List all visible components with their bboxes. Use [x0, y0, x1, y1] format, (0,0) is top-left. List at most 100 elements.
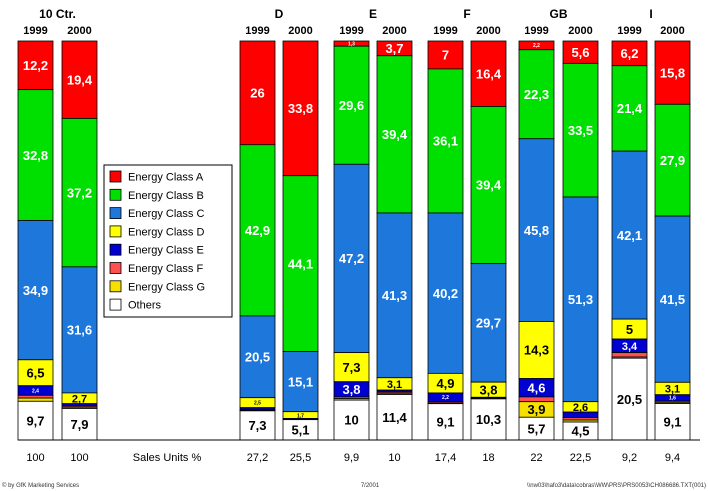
- legend-item-label: Energy Class C: [128, 208, 204, 220]
- sales-units-value: 22,5: [570, 452, 591, 464]
- year-label: 1999: [339, 25, 363, 37]
- segment-value-label: 2,7: [72, 393, 87, 405]
- segment-value-label: 33,8: [288, 101, 313, 116]
- segment-value-label: 2,4: [32, 388, 39, 394]
- legend: Energy Class A Energy Class B Energy Class…: [103, 164, 233, 318]
- sales-units-value: 9,2: [622, 452, 637, 464]
- segment-value-label: 41,3: [382, 288, 407, 303]
- segment-value-label: 3,1: [665, 383, 680, 395]
- year-label: 2000: [288, 25, 312, 37]
- bar-segment: [427, 68, 464, 214]
- sales-units-value: 18: [482, 452, 494, 464]
- bar-segment: [333, 45, 370, 165]
- sales-units-value: 17,4: [435, 452, 456, 464]
- segment-value-label: 15,1: [288, 374, 313, 389]
- segment-value-label: 5,1: [291, 423, 309, 438]
- bar-segment: [470, 398, 507, 441]
- bar-segment: [61, 118, 98, 268]
- segment-value-label: 26: [250, 86, 264, 101]
- segment-value-label: 3,8: [342, 382, 360, 397]
- bar-segment: [427, 212, 464, 374]
- segment-value-label: 22,3: [524, 87, 549, 102]
- legend-swatch: [109, 280, 122, 293]
- bar-segment: [333, 163, 370, 354]
- bar-segment: [61, 266, 98, 394]
- segment-value-label: 10: [344, 413, 358, 428]
- segment-value-label: 7,3: [248, 418, 266, 433]
- segment-value-label: 1,7: [297, 414, 304, 420]
- segment-value-label: 5,6: [571, 45, 589, 60]
- country-label: F: [463, 7, 470, 21]
- legend-swatch: [109, 243, 122, 256]
- segment-value-label: 12,2: [23, 58, 48, 73]
- year-label: 1999: [23, 25, 47, 37]
- bar-segment: [518, 396, 555, 403]
- country-label: 10 Ctr.: [39, 7, 76, 21]
- year-label: 1999: [524, 25, 548, 37]
- bar-segment: [518, 49, 555, 140]
- footer-center: 7/2001: [361, 483, 380, 489]
- bar-segment: [611, 150, 648, 320]
- segment-value-label: 6,5: [26, 365, 44, 380]
- bar-segment: [470, 263, 507, 383]
- bar-segment: [61, 408, 98, 441]
- segment-value-label: 20,5: [245, 349, 270, 364]
- bar-segment: [470, 40, 507, 107]
- segment-value-label: 6,2: [620, 46, 638, 61]
- segment-value-label: 3,9: [527, 402, 545, 417]
- bar-segment: [239, 315, 276, 399]
- bar-segment: [427, 403, 464, 441]
- headers-layer: 10 Ctr. 1999 2000 D 1999 2000 E 1999 2000 F 1999 20…: [23, 7, 684, 37]
- country-label: E: [369, 7, 377, 21]
- segment-value-label: 21,4: [617, 101, 643, 116]
- segment-value-label: 3,1: [387, 379, 402, 391]
- bar-segment: [376, 212, 413, 379]
- segment-value-label: 33,5: [568, 123, 593, 138]
- bar-segment: [376, 55, 413, 214]
- sales-units-label: Sales Units %: [133, 452, 202, 464]
- bar-segment: [239, 144, 276, 317]
- legend-swatch: [109, 298, 122, 311]
- segment-value-label: 37,2: [67, 185, 92, 200]
- segment-value-label: 5,7: [527, 421, 545, 436]
- legend-item-label: Energy Class F: [128, 263, 203, 275]
- country-label: D: [275, 7, 284, 21]
- sales-units-value: 100: [70, 452, 88, 464]
- segment-value-label: 40,2: [433, 286, 458, 301]
- segment-value-label: 42,9: [245, 223, 270, 238]
- bar-segment: [17, 40, 54, 91]
- bar-segment: [17, 400, 54, 441]
- bars-layer: 12,2 32,8 34,9 6,5 2,4 9,7 19,4 37,2 31,6 2,7 7,9 2…: [17, 40, 691, 441]
- segment-value-label: 3,4: [622, 341, 638, 353]
- footer-left: © by GfK Marketing Services: [2, 482, 79, 489]
- segment-value-label: 36,1: [433, 134, 458, 149]
- bar-segment: [17, 359, 54, 387]
- sales-units-value: 9,9: [344, 452, 359, 464]
- legend-box: [103, 164, 233, 318]
- year-label: 2000: [382, 25, 406, 37]
- segment-value-label: 44,1: [288, 256, 313, 271]
- year-label: 1999: [433, 25, 457, 37]
- segment-value-label: 7: [442, 48, 449, 63]
- bar-segment: [17, 220, 54, 361]
- segment-value-label: 34,9: [23, 283, 48, 298]
- segment-value-label: 39,4: [476, 178, 502, 193]
- bar-segment: [17, 397, 54, 402]
- year-label: 1999: [245, 25, 269, 37]
- segment-value-label: 14,3: [524, 343, 549, 358]
- segment-value-label: 29,6: [339, 98, 364, 113]
- legend-item-label: Energy Class B: [128, 190, 204, 202]
- segment-value-label: 15,8: [660, 65, 685, 80]
- country-label: I: [649, 7, 652, 21]
- segment-value-label: 20,5: [617, 392, 642, 407]
- bar-segment: [17, 89, 54, 221]
- segment-value-label: 4,9: [436, 376, 454, 391]
- sales-units-value: 9,4: [665, 452, 680, 464]
- legend-swatch: [109, 188, 122, 201]
- segment-value-label: 9,1: [663, 414, 681, 429]
- bar-segment: [239, 40, 276, 146]
- year-label: 2000: [568, 25, 592, 37]
- segment-value-label: 3,8: [479, 382, 497, 397]
- sales-units-layer: 100 100 27,2 25,5 9,9 10 17,4 18 22 22,5 9,2 9,4: [26, 452, 680, 464]
